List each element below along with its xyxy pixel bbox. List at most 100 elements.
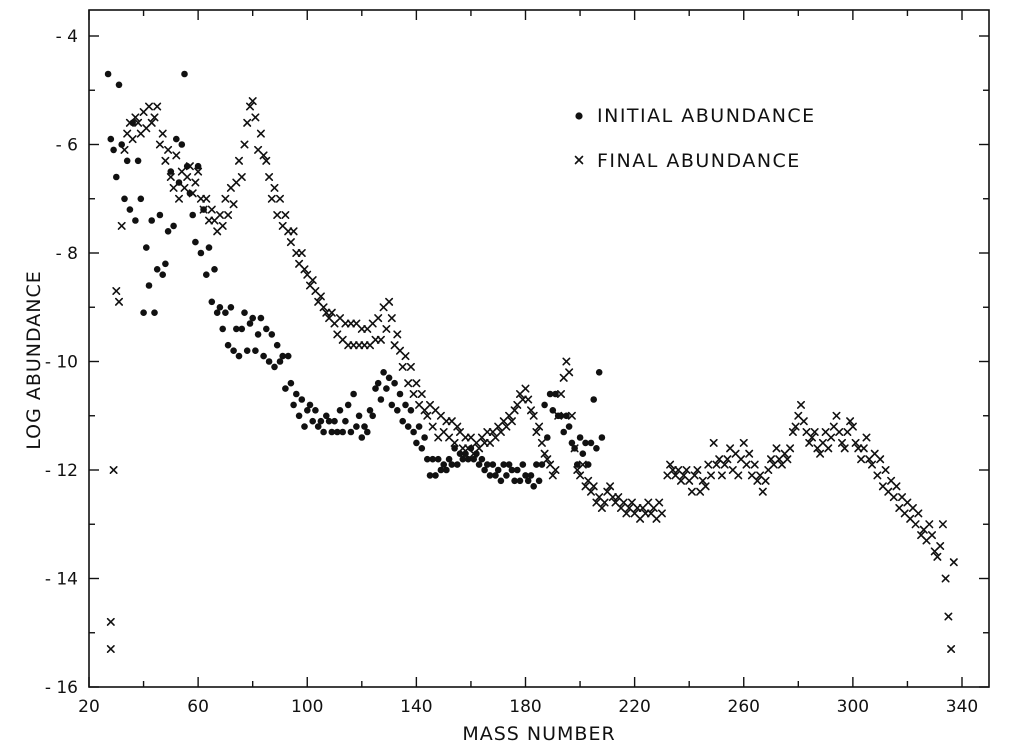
data-point-initial	[126, 206, 134, 213]
data-point-initial	[552, 390, 559, 398]
data-point-initial	[134, 157, 142, 165]
data-point-initial	[568, 439, 576, 447]
data-point-initial	[115, 81, 123, 89]
data-point-final	[657, 509, 666, 518]
data-point-initial	[470, 455, 478, 463]
data-point-final	[319, 303, 328, 312]
data-point-final	[578, 460, 587, 469]
data-point-final	[251, 113, 260, 122]
data-point-final	[758, 487, 767, 496]
data-point-final	[586, 487, 596, 496]
data-point-initial	[445, 455, 453, 463]
data-point-initial	[484, 461, 491, 468]
data-point-final	[881, 465, 890, 475]
data-point-initial	[156, 211, 164, 219]
data-point-initial	[222, 309, 229, 317]
data-point-final	[600, 498, 609, 507]
data-point-final	[761, 476, 770, 485]
data-point-initial	[268, 331, 276, 338]
data-point-final	[461, 433, 470, 442]
data-point-final	[237, 173, 246, 181]
data-point-initial	[366, 407, 374, 414]
data-point-initial	[260, 352, 267, 360]
data-point-initial	[582, 439, 589, 447]
data-point-initial	[364, 428, 371, 436]
data-point-final	[851, 438, 860, 447]
data-point-final	[766, 455, 776, 464]
data-point-final	[701, 482, 710, 491]
data-point-final	[848, 422, 857, 431]
data-point-final	[224, 211, 233, 219]
data-point-initial	[339, 428, 347, 436]
data-point-final	[589, 482, 598, 491]
data-point-initial	[462, 450, 469, 458]
data-point-initial	[394, 407, 401, 414]
data-point-final	[297, 249, 306, 258]
data-point-final	[207, 205, 216, 214]
data-point-final	[690, 471, 699, 480]
data-point-initial	[451, 445, 458, 452]
data-point-initial	[404, 423, 412, 430]
data-point-final	[120, 145, 129, 154]
data-point-initial	[123, 157, 131, 165]
data-point-initial	[145, 282, 153, 289]
data-point-final	[835, 427, 844, 437]
data-point-final	[357, 324, 366, 333]
data-point-final	[799, 417, 808, 426]
x-tick-label: 60	[187, 697, 209, 717]
data-point-final	[857, 455, 866, 464]
data-point-final	[175, 194, 183, 203]
data-point-final	[322, 308, 331, 317]
data-point-initial	[454, 461, 461, 468]
data-point-final	[641, 509, 650, 518]
data-point-initial	[148, 217, 155, 224]
data-point-initial	[328, 428, 336, 436]
data-point-final	[281, 211, 290, 219]
data-point-final	[404, 379, 413, 388]
data-point-initial	[530, 483, 537, 490]
legend-marker-final	[574, 155, 584, 165]
data-point-initial	[516, 477, 524, 485]
data-point-final	[150, 113, 159, 122]
data-point-initial	[598, 434, 606, 441]
data-point-final	[712, 460, 721, 469]
data-point-initial	[549, 407, 557, 414]
data-point-final	[622, 509, 631, 518]
data-point-initial	[167, 168, 175, 175]
data-point-initial	[276, 358, 284, 365]
data-point-final	[698, 476, 707, 485]
data-point-final	[376, 335, 385, 344]
data-point-initial	[489, 461, 497, 468]
data-point-final	[106, 617, 115, 626]
data-point-final	[840, 444, 849, 453]
data-point-final	[221, 194, 230, 203]
data-point-initial	[500, 461, 508, 468]
data-point-initial	[593, 445, 600, 452]
data-point-final	[543, 455, 552, 464]
data-point-initial	[273, 341, 281, 349]
data-point-final	[265, 173, 274, 181]
data-point-initial	[426, 472, 434, 479]
data-point-initial	[579, 450, 587, 458]
data-point-final	[344, 341, 353, 350]
data-point-final	[346, 319, 355, 328]
data-point-final	[450, 438, 459, 447]
data-point-final	[837, 438, 847, 447]
data-point-final	[155, 140, 164, 149]
x-tick-label: 140	[400, 697, 432, 717]
data-point-initial	[560, 428, 567, 436]
data-point-final	[286, 238, 295, 247]
data-point-initial	[325, 417, 333, 425]
data-point-final	[442, 417, 451, 426]
data-point-initial	[279, 352, 287, 360]
data-point-final	[655, 498, 664, 507]
data-point-final	[521, 384, 530, 393]
data-point-final	[109, 465, 118, 475]
data-point-final	[284, 227, 293, 236]
data-point-initial	[424, 455, 431, 463]
data-point-initial	[415, 423, 423, 430]
data-point-final	[537, 438, 546, 447]
data-point-final	[554, 411, 563, 420]
data-point-initial	[344, 401, 352, 409]
data-point-initial	[546, 390, 554, 398]
